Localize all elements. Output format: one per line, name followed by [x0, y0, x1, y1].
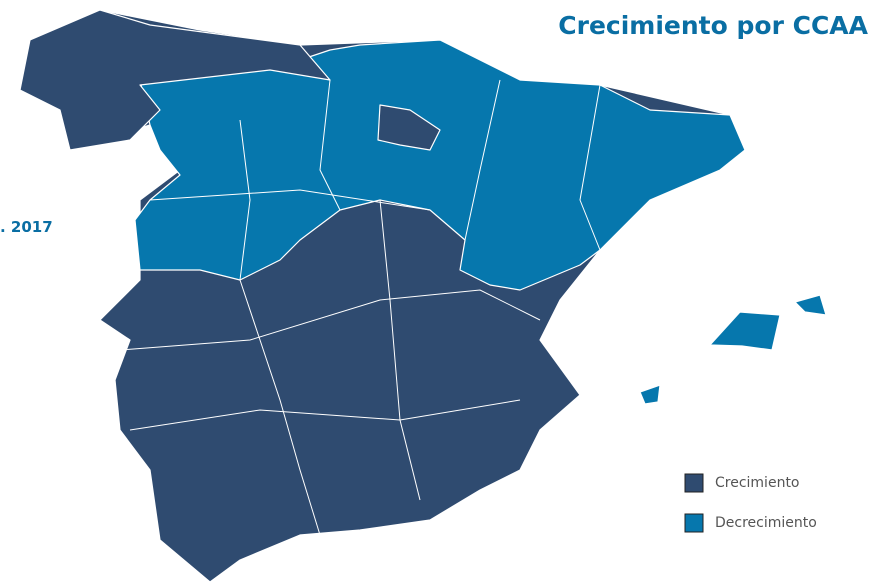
province-border — [379, 199, 421, 501]
legend-swatch — [684, 513, 704, 533]
map-subtitle: . 2017 — [0, 218, 53, 236]
province-border — [149, 189, 431, 211]
region-north — [134, 39, 746, 291]
province-border — [239, 119, 251, 281]
map-title: Crecimiento por CCAA — [558, 11, 868, 40]
island-mallorca — [709, 311, 781, 351]
province-border — [239, 279, 321, 536]
province-border — [129, 399, 521, 431]
province-border — [319, 79, 341, 211]
legend-swatch — [684, 473, 704, 493]
province-border — [579, 84, 601, 251]
province-border — [119, 289, 541, 351]
region-rioja — [377, 104, 441, 151]
province-border — [464, 79, 501, 241]
legend: Crecimiento Decrecimiento — [684, 473, 817, 533]
legend-label: Crecimiento — [715, 475, 800, 491]
legend-label: Decrecimiento — [715, 515, 817, 531]
island-ibiza — [639, 384, 661, 405]
island-menorca — [794, 294, 827, 316]
region-northwest — [19, 9, 331, 151]
